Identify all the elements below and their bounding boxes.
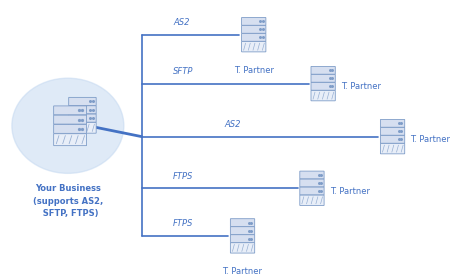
FancyBboxPatch shape — [69, 114, 96, 122]
Text: FTPS: FTPS — [173, 219, 194, 228]
FancyBboxPatch shape — [69, 106, 96, 114]
FancyBboxPatch shape — [54, 115, 87, 124]
FancyBboxPatch shape — [230, 227, 255, 234]
Text: T. Partner: T. Partner — [410, 135, 450, 144]
FancyBboxPatch shape — [311, 83, 335, 90]
FancyBboxPatch shape — [311, 75, 335, 82]
Text: FTPS: FTPS — [173, 172, 194, 181]
FancyBboxPatch shape — [54, 134, 87, 146]
Text: T. Partner: T. Partner — [234, 66, 274, 75]
FancyBboxPatch shape — [69, 97, 96, 105]
Text: T. Partner: T. Partner — [341, 82, 381, 91]
FancyBboxPatch shape — [381, 120, 405, 127]
Text: AS2: AS2 — [224, 120, 241, 129]
Text: T. Partner: T. Partner — [330, 187, 370, 195]
FancyBboxPatch shape — [69, 122, 96, 133]
Text: AS2: AS2 — [173, 18, 190, 27]
FancyBboxPatch shape — [381, 135, 405, 143]
FancyBboxPatch shape — [300, 195, 324, 205]
Ellipse shape — [12, 78, 124, 173]
FancyBboxPatch shape — [54, 106, 87, 115]
FancyBboxPatch shape — [230, 235, 255, 242]
FancyBboxPatch shape — [300, 187, 324, 195]
Text: SFTP: SFTP — [173, 67, 194, 76]
FancyBboxPatch shape — [230, 219, 255, 227]
Text: T. Partner: T. Partner — [223, 267, 263, 276]
Text: Your Business
(supports AS2,
  SFTP, FTPS): Your Business (supports AS2, SFTP, FTPS) — [33, 184, 103, 218]
FancyBboxPatch shape — [381, 127, 405, 135]
FancyBboxPatch shape — [230, 243, 255, 253]
FancyBboxPatch shape — [300, 171, 324, 179]
FancyBboxPatch shape — [54, 125, 87, 133]
FancyBboxPatch shape — [311, 66, 335, 74]
FancyBboxPatch shape — [311, 90, 335, 101]
FancyBboxPatch shape — [241, 41, 266, 52]
FancyBboxPatch shape — [241, 18, 266, 25]
FancyBboxPatch shape — [241, 26, 266, 33]
FancyBboxPatch shape — [241, 34, 266, 41]
FancyBboxPatch shape — [381, 143, 405, 154]
FancyBboxPatch shape — [300, 179, 324, 187]
